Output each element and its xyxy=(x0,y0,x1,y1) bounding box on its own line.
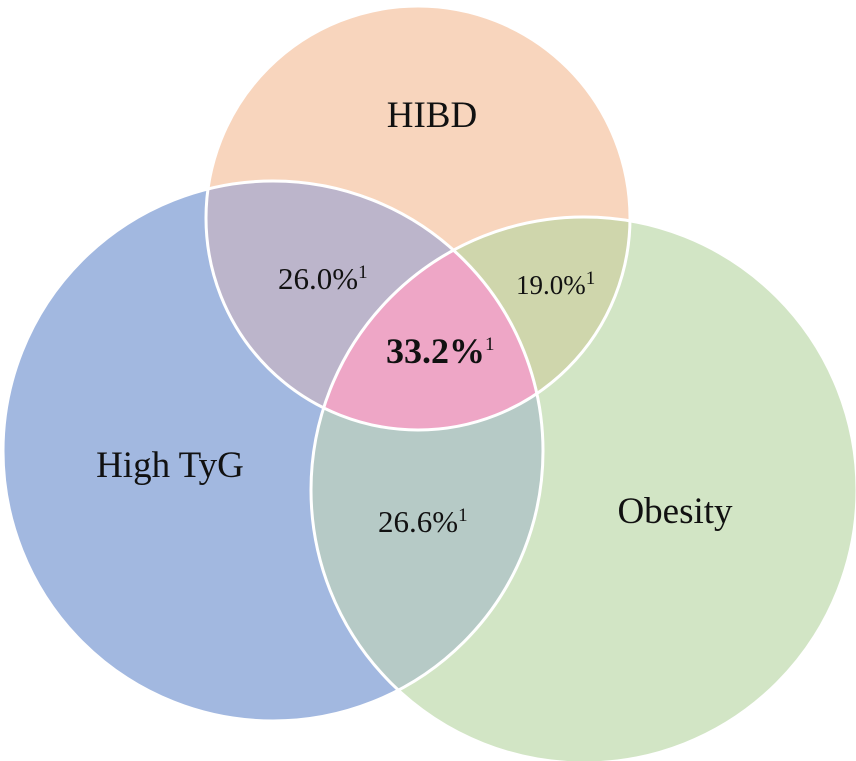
hibd-label: HIBD xyxy=(387,95,477,136)
footnote-marker: 1 xyxy=(485,334,495,355)
footnote-marker: 1 xyxy=(358,262,368,283)
footnote-marker: 1 xyxy=(458,505,468,526)
hibd-obesity-value: 19.0%1 xyxy=(516,268,595,300)
obesity-label: Obesity xyxy=(617,491,733,532)
tyg-obesity-value: 26.6%1 xyxy=(378,504,468,539)
high-tyg-label: High TyG xyxy=(96,445,244,486)
footnote-marker: 1 xyxy=(586,268,596,289)
hibd-tyg-value: 26.0%1 xyxy=(278,261,368,296)
triple-overlap xyxy=(311,217,543,430)
all-three-value: 33.2%1 xyxy=(386,331,495,371)
circle-outlines xyxy=(1,4,856,761)
